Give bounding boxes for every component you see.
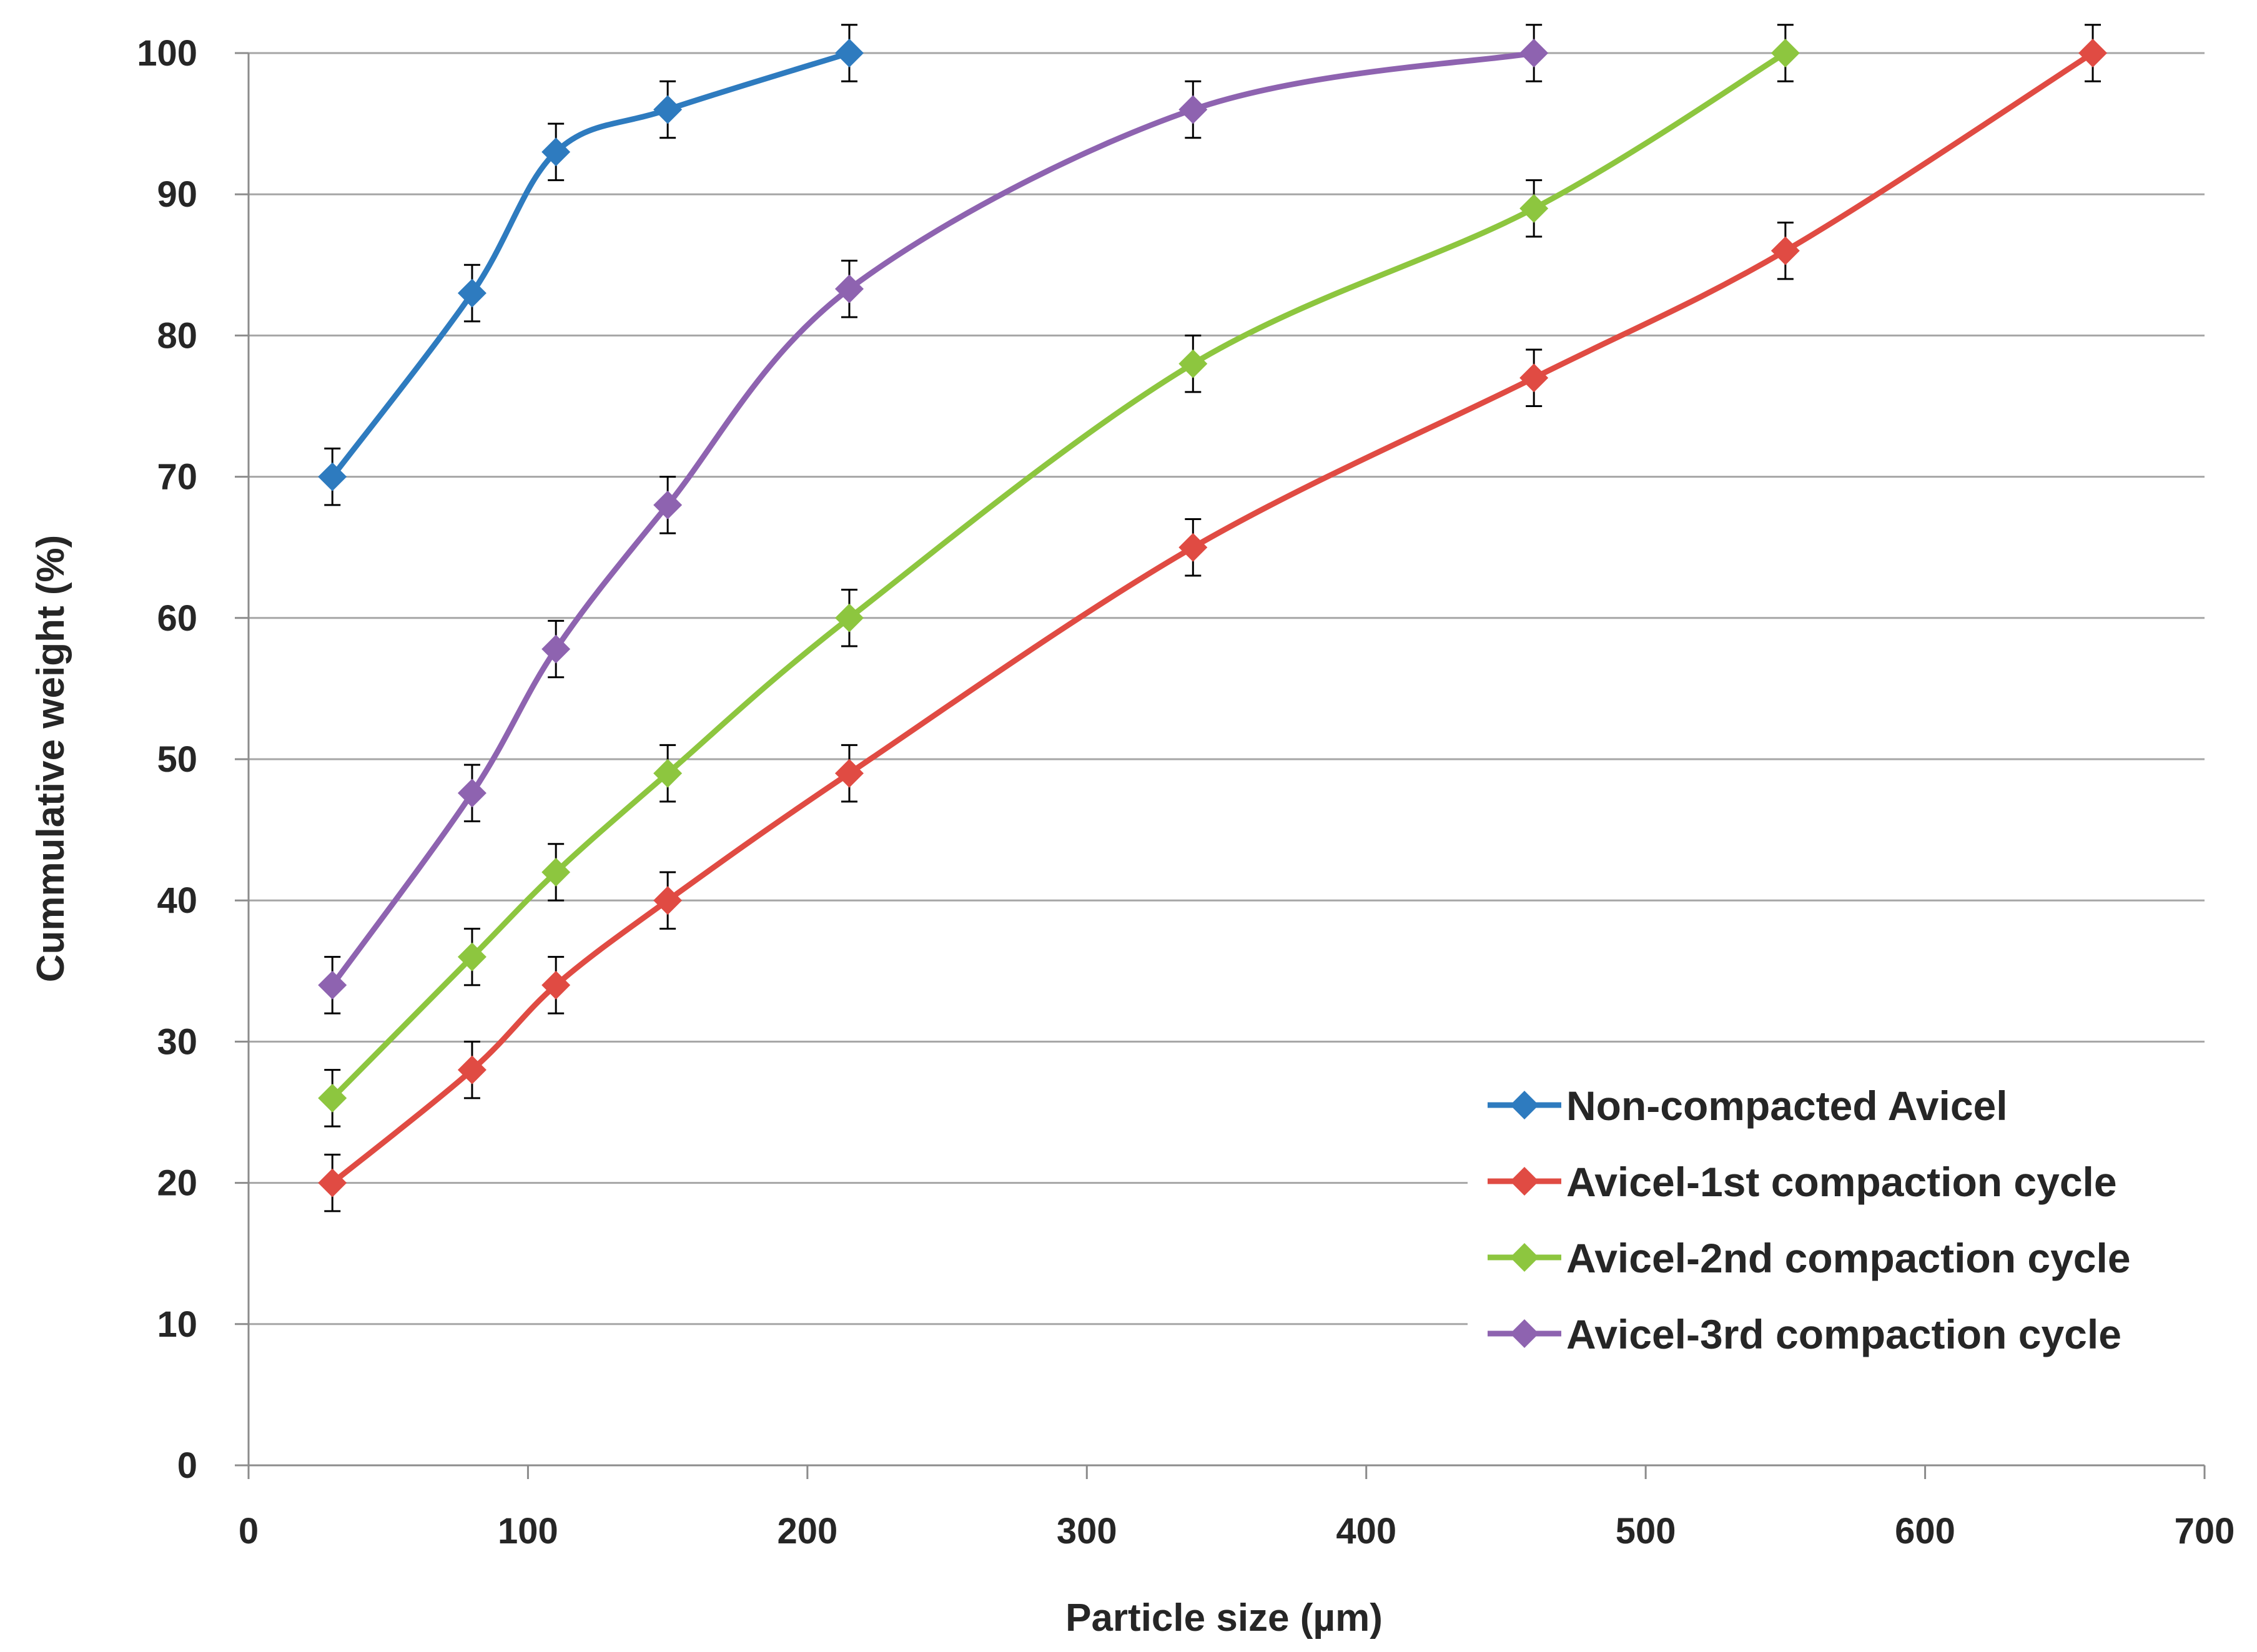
series-line [329,50,1789,1101]
data-point [457,779,486,808]
data-point [541,634,571,664]
x-axis-title: Particle size (µm) [1065,1596,1383,1640]
data-point [1178,95,1208,124]
legend-marker [1510,1091,1539,1119]
x-tick-label: 200 [777,1511,837,1551]
data-point [653,759,683,788]
y-tick-label: 80 [157,315,197,356]
y-tick-label: 10 [157,1304,197,1345]
data-point [541,970,571,1000]
data-point [834,274,864,303]
y-tick-label: 90 [157,174,197,215]
y-tick-label: 50 [157,739,197,780]
y-tick-labels: 0 10 20 30 40 50 60 70 80 90 100 [137,33,197,1486]
legend-label: Avicel-3rd compaction cycle [1566,1311,2121,1357]
y-tick-label: 30 [157,1021,197,1062]
data-point [318,970,347,1000]
data-point [1178,349,1208,378]
data-point [318,1083,347,1113]
x-tick-label: 0 [239,1511,259,1551]
data-point [541,137,571,167]
data-point [1771,236,1800,265]
data-point [1519,363,1549,393]
data-point [653,886,683,915]
legend-label: Avicel-2nd compaction cycle [1566,1235,2131,1281]
data-point [834,759,864,788]
data-point [834,603,864,632]
legend-background [1468,1049,2205,1367]
x-tick-label: 500 [1616,1511,1676,1551]
series-2 [318,24,2108,1212]
series-1 [318,24,864,506]
x-tick-label: 100 [498,1511,558,1551]
series-line [329,50,2096,1186]
y-tick-label: 60 [157,598,197,639]
y-tick-label: 20 [157,1163,197,1204]
data-point [457,942,486,971]
y-tick-label: 100 [137,33,197,74]
data-point [318,462,347,491]
series-layer [318,24,2108,1212]
y-tick-label: 70 [157,457,197,498]
data-point [1519,194,1549,223]
y-tick-label: 40 [157,880,197,921]
data-point [834,39,864,67]
legend-marker [1510,1243,1539,1272]
x-tick-label: 400 [1336,1511,1396,1551]
y-axis-title: Cummulative weight (%) [29,535,72,983]
legend-label: Avicel-1st compaction cycle [1566,1159,2117,1205]
data-point [653,95,683,124]
series-4 [318,24,1549,1015]
legend-marker [1510,1167,1539,1196]
x-tick-label: 300 [1057,1511,1117,1551]
data-point [1771,39,1800,67]
data-point [457,1055,486,1084]
data-point [1178,533,1208,562]
data-point [1519,39,1549,67]
x-tick-label: 600 [1895,1511,1955,1551]
legend-label: Non-compacted Avicel [1566,1083,2008,1129]
data-point [2078,39,2108,67]
y-tick-label: 0 [177,1445,197,1486]
x-tick-labels: 0 100 200 300 400 500 600 700 [239,1511,2235,1551]
data-point [653,490,683,519]
data-point [457,278,486,308]
data-point [541,857,571,887]
legend-marker [1510,1319,1539,1348]
x-tick-label: 700 [2175,1511,2235,1551]
legend: Non-compacted Avicel Avicel-1st compactio… [1468,1049,2205,1367]
axes [235,52,2206,1479]
series-3 [318,24,1800,1128]
data-point [318,1168,347,1197]
